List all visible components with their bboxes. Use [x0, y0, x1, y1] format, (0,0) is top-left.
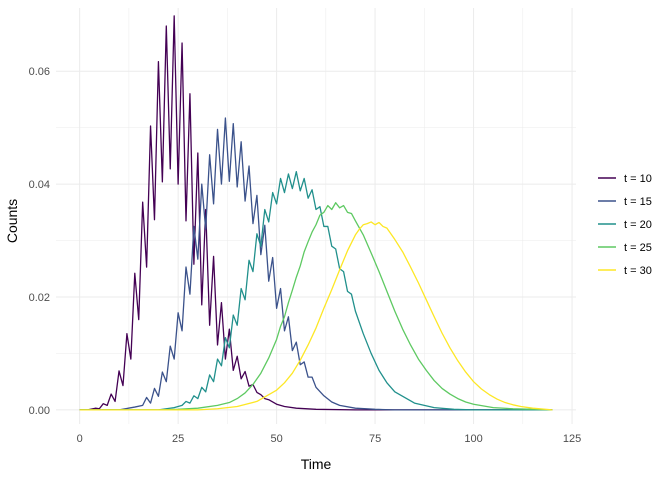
legend-item: t = 30 [598, 265, 652, 277]
series-line-2 [79, 117, 553, 411]
x-tick-label: 50 [270, 433, 282, 445]
legend-label: t = 30 [624, 265, 652, 277]
y-tick-label: 0.02 [29, 292, 50, 304]
y-tick-label: 0.04 [29, 179, 50, 191]
legend-item: t = 25 [598, 242, 652, 254]
y-axis-tick-labels: 0.00 0.02 0.04 0.06 [29, 66, 50, 417]
series-lines [79, 15, 553, 411]
series-line-1 [79, 15, 553, 411]
legend: t = 10 t = 15 t = 20 t = 25 t = 30 [598, 173, 652, 277]
legend-label: t = 25 [624, 242, 652, 254]
legend-label: t = 10 [624, 173, 652, 185]
y-tick-label: 0.06 [29, 66, 50, 78]
legend-item: t = 20 [598, 219, 652, 231]
series-line-4 [79, 202, 553, 411]
x-tick-label: 125 [563, 433, 581, 445]
grid-lines [56, 8, 576, 424]
series-line-3 [79, 171, 553, 411]
legend-label: t = 15 [624, 196, 652, 208]
y-tick-label: 0.00 [29, 405, 50, 417]
series-line-5 [79, 221, 553, 411]
x-tick-label: 0 [77, 433, 83, 445]
x-tick-label: 25 [172, 433, 184, 445]
y-axis-title: Counts [4, 199, 20, 243]
x-axis-tick-labels: 0 25 50 75 100 125 [77, 433, 582, 445]
legend-item: t = 10 [598, 173, 652, 185]
x-tick-label: 100 [464, 433, 482, 445]
x-axis-title: Time [301, 456, 332, 472]
legend-label: t = 20 [624, 219, 652, 231]
legend-item: t = 15 [598, 196, 652, 208]
x-tick-label: 75 [369, 433, 381, 445]
